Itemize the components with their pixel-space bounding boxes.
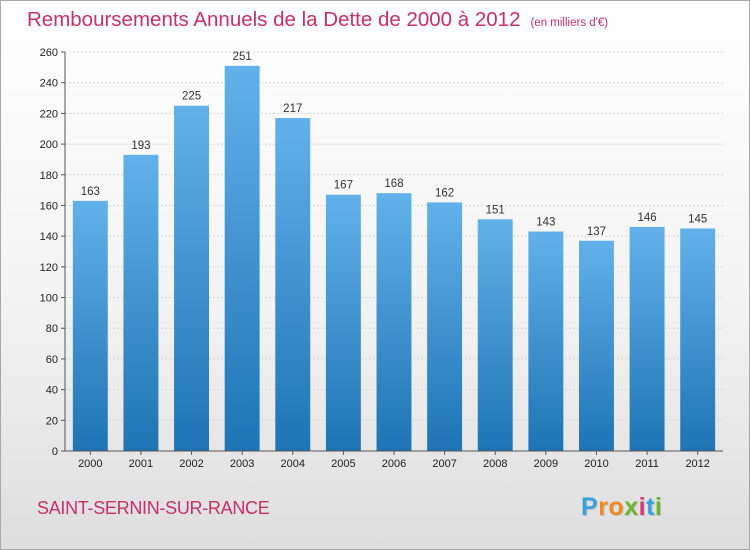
- y-tick-label: 0: [52, 446, 58, 458]
- bar-value-label: 167: [334, 180, 353, 192]
- bar: [325, 194, 361, 451]
- y-tick-label: 220: [40, 108, 58, 120]
- chart-title-text: Remboursements Annuels de la Dette de 20…: [27, 8, 521, 31]
- bar-value-label: 168: [384, 178, 403, 190]
- bar-value-label: 137: [587, 226, 606, 238]
- x-tick-label: 2005: [331, 458, 355, 470]
- bar: [629, 226, 665, 451]
- chart-subtitle: (en milliers d'€): [530, 17, 609, 29]
- bar-value-label: 146: [637, 212, 656, 224]
- proxiti-logo: Proxiti: [581, 493, 662, 522]
- y-tick-label: 60: [46, 354, 58, 366]
- x-tick-label: 2011: [635, 458, 659, 470]
- y-tick-label: 260: [40, 47, 58, 59]
- y-tick-label: 100: [40, 293, 58, 305]
- logo-letter: t: [646, 493, 655, 521]
- x-axis: 2000 2001 2002 2003 2004 2005 2006 2007 2008 2009…: [65, 450, 723, 470]
- bar: [123, 154, 159, 452]
- bar: [427, 202, 463, 451]
- y-axis: 0 20 40 60 80 100 120 140 160 180 200 220 240 260: [40, 47, 66, 458]
- bar: [174, 105, 210, 451]
- x-tick-label: 2008: [483, 458, 507, 470]
- logo-letter: P: [581, 493, 599, 521]
- y-tick-label: 40: [46, 385, 58, 397]
- x-tick-label: 2010: [584, 458, 608, 470]
- y-tick-label: 160: [40, 200, 58, 212]
- bars: 163 193 225 251 217 167 168 162 151 143 137 146 145: [72, 51, 716, 452]
- bar: [275, 117, 311, 451]
- x-tick-label: 2012: [685, 458, 709, 470]
- y-tick-label: 140: [40, 231, 58, 243]
- logo-letter: o: [608, 493, 625, 521]
- bar-value-label: 193: [131, 140, 150, 152]
- x-tick-label: 2001: [129, 458, 153, 470]
- y-tick-label: 200: [40, 139, 58, 151]
- logo-letter: i: [638, 493, 647, 521]
- x-tick-label: 2000: [78, 458, 102, 470]
- bar: [578, 240, 614, 451]
- bar-value-label: 163: [81, 186, 100, 198]
- bar-value-label: 225: [182, 91, 201, 103]
- bar: [528, 231, 564, 451]
- bar: [224, 65, 260, 452]
- bar-value-label: 145: [688, 213, 707, 225]
- x-tick-label: 2006: [382, 458, 406, 470]
- logo-letter: i: [654, 493, 663, 521]
- x-tick-label: 2003: [230, 458, 254, 470]
- y-tick-label: 180: [40, 170, 58, 182]
- bar: [376, 193, 412, 451]
- x-tick-label: 2004: [281, 458, 305, 470]
- bar-value-label: 217: [283, 103, 302, 115]
- bar-value-label: 143: [536, 217, 555, 229]
- x-tick-label: 2007: [432, 458, 456, 470]
- bar-value-label: 251: [233, 51, 252, 63]
- logo-letter: r: [598, 493, 609, 521]
- y-tick-label: 80: [46, 323, 58, 335]
- bar: [72, 200, 108, 451]
- bar-value-label: 162: [435, 187, 454, 199]
- y-tick-label: 240: [40, 78, 58, 90]
- bar-value-label: 151: [486, 204, 505, 216]
- bar: [680, 228, 716, 451]
- logo-letter: x: [624, 493, 639, 521]
- chart-title: Remboursements Annuels de la Dette de 20…: [27, 8, 608, 32]
- x-tick-label: 2009: [534, 458, 558, 470]
- y-tick-label: 20: [46, 415, 58, 427]
- x-tick-label: 2002: [179, 458, 203, 470]
- bar: [477, 219, 513, 451]
- town-name: SAINT-SERNIN-SUR-RANCE: [37, 498, 270, 518]
- y-tick-label: 120: [40, 262, 58, 274]
